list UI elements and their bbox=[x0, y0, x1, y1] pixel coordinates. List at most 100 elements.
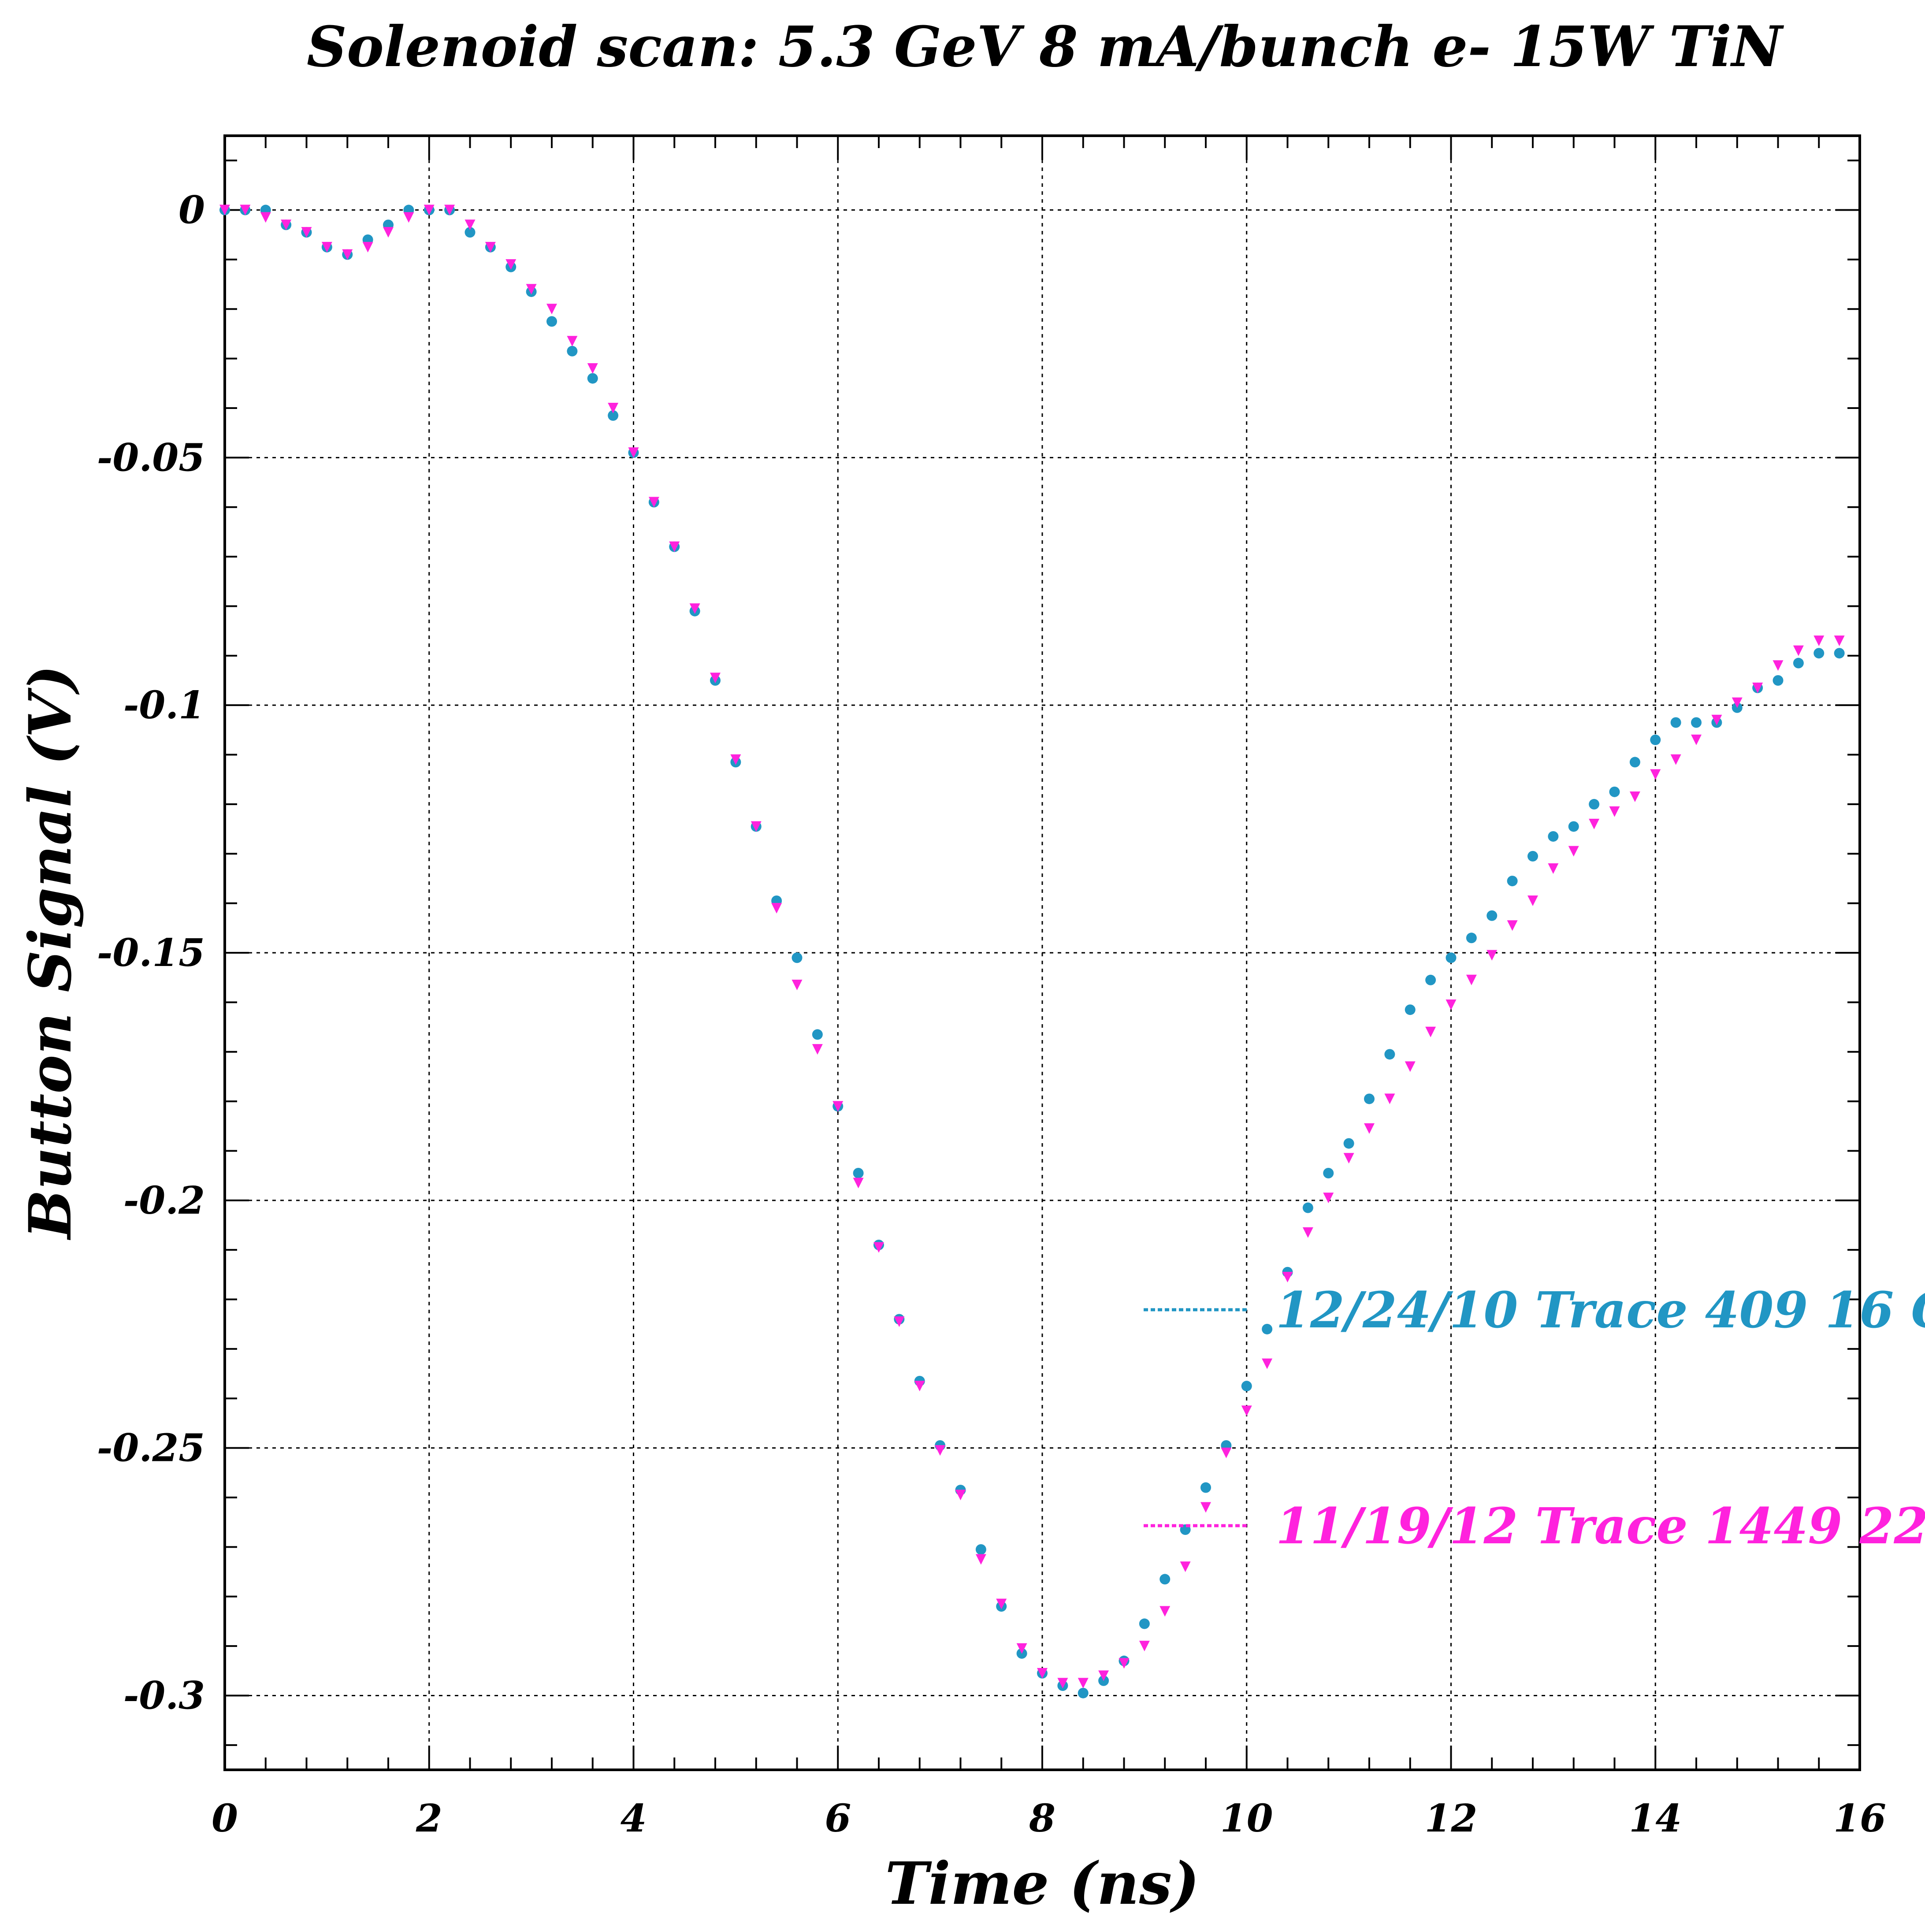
y-tick-label: -0.25 bbox=[97, 1426, 205, 1471]
data-point bbox=[1302, 1202, 1313, 1213]
data-point bbox=[1609, 806, 1620, 817]
data-point bbox=[362, 242, 373, 253]
x-tick-label: 14 bbox=[1629, 1796, 1682, 1841]
data-point bbox=[1793, 658, 1804, 669]
data-point bbox=[1814, 648, 1825, 659]
data-point bbox=[321, 242, 332, 253]
data-point bbox=[301, 227, 312, 238]
data-point bbox=[1793, 645, 1804, 656]
data-point bbox=[1507, 920, 1518, 931]
data-point bbox=[1486, 950, 1498, 961]
data-point bbox=[1691, 717, 1702, 728]
data-point bbox=[1262, 1323, 1273, 1334]
data-point bbox=[1568, 821, 1579, 832]
x-tick-label: 12 bbox=[1425, 1796, 1478, 1841]
data-point bbox=[1016, 1643, 1027, 1654]
data-point bbox=[1466, 933, 1477, 944]
data-point bbox=[792, 980, 803, 991]
x-tick-label: 10 bbox=[1220, 1796, 1273, 1841]
data-point bbox=[546, 304, 557, 315]
legend: 12/24/10 Trace 409 16 G 11/19/12 Trace 1… bbox=[1144, 1282, 1925, 1555]
y-axis-label: Button Signal (V) bbox=[16, 665, 85, 1241]
data-point bbox=[219, 204, 230, 215]
data-point bbox=[1221, 1447, 1232, 1458]
data-point bbox=[710, 672, 721, 684]
data-point bbox=[1650, 769, 1661, 780]
data-point bbox=[1650, 734, 1661, 745]
data-point bbox=[1834, 648, 1845, 659]
series-2 bbox=[219, 204, 1845, 1689]
data-point bbox=[465, 227, 476, 238]
data-point bbox=[894, 1316, 905, 1327]
data-point bbox=[260, 212, 271, 223]
data-point bbox=[730, 754, 741, 765]
data-point bbox=[812, 1029, 823, 1040]
chart-title: Solenoid scan: 5.3 GeV 8 mA/bunch e- 15W… bbox=[307, 14, 1784, 79]
data-point bbox=[975, 1544, 986, 1555]
data-point bbox=[1629, 791, 1640, 803]
data-point bbox=[1834, 635, 1845, 646]
data-point bbox=[1425, 974, 1436, 985]
data-point bbox=[567, 346, 578, 357]
data-point bbox=[1364, 1093, 1375, 1104]
data-point bbox=[1262, 1358, 1273, 1369]
data-point bbox=[1752, 682, 1763, 693]
data-point bbox=[505, 259, 517, 270]
data-point bbox=[935, 1445, 946, 1456]
x-tick-labels: 0 2 4 6 8 10 12 14 16 bbox=[212, 1796, 1886, 1841]
plot-frame bbox=[223, 134, 1861, 1771]
grid bbox=[225, 136, 1860, 1770]
data-point bbox=[383, 227, 394, 238]
data-point bbox=[1241, 1381, 1252, 1392]
data-point bbox=[1159, 1574, 1171, 1585]
data-point bbox=[1548, 831, 1559, 842]
minor-ticks bbox=[224, 136, 1861, 1770]
data-point bbox=[914, 1381, 925, 1392]
data-point bbox=[526, 284, 537, 295]
data-point bbox=[1343, 1153, 1354, 1164]
data-point bbox=[1159, 1606, 1171, 1617]
data-point bbox=[485, 242, 496, 253]
data-point bbox=[1814, 635, 1825, 646]
data-point bbox=[628, 447, 639, 458]
x-tick-label: 0 bbox=[212, 1796, 238, 1841]
x-tick-label: 4 bbox=[621, 1796, 647, 1841]
data-point bbox=[955, 1490, 966, 1501]
data-point bbox=[1773, 675, 1784, 686]
data-point bbox=[1139, 1641, 1150, 1652]
data-point bbox=[1384, 1093, 1395, 1104]
data-point bbox=[669, 541, 680, 552]
data-point bbox=[546, 316, 557, 327]
data-point bbox=[996, 1598, 1007, 1609]
data-point bbox=[1466, 974, 1477, 985]
data-point bbox=[1343, 1138, 1354, 1149]
data-point bbox=[424, 204, 435, 215]
data-point bbox=[1078, 1687, 1089, 1698]
data-point bbox=[1241, 1405, 1252, 1416]
data-point bbox=[648, 497, 659, 508]
x-tick-label: 8 bbox=[1029, 1796, 1055, 1841]
data-point bbox=[1384, 1049, 1395, 1060]
y-tick-label: 0 bbox=[178, 188, 205, 233]
x-tick-label: 6 bbox=[825, 1796, 851, 1841]
data-point bbox=[403, 212, 414, 223]
data-point bbox=[1446, 999, 1457, 1010]
data-point bbox=[1282, 1271, 1293, 1282]
data-point bbox=[1323, 1193, 1334, 1204]
y-tick-label: -0.2 bbox=[123, 1178, 205, 1223]
data-point bbox=[1486, 910, 1498, 921]
data-point bbox=[792, 952, 803, 963]
data-point bbox=[567, 336, 578, 347]
data-point bbox=[1405, 1004, 1416, 1015]
data-point bbox=[1507, 876, 1518, 887]
data-point bbox=[1200, 1502, 1211, 1513]
data-point bbox=[1180, 1561, 1191, 1572]
data-point bbox=[1670, 754, 1681, 765]
data-point bbox=[281, 219, 292, 230]
data-point bbox=[1098, 1670, 1109, 1681]
data-point bbox=[873, 1242, 884, 1253]
data-point bbox=[1200, 1482, 1211, 1493]
data-point bbox=[689, 603, 700, 614]
